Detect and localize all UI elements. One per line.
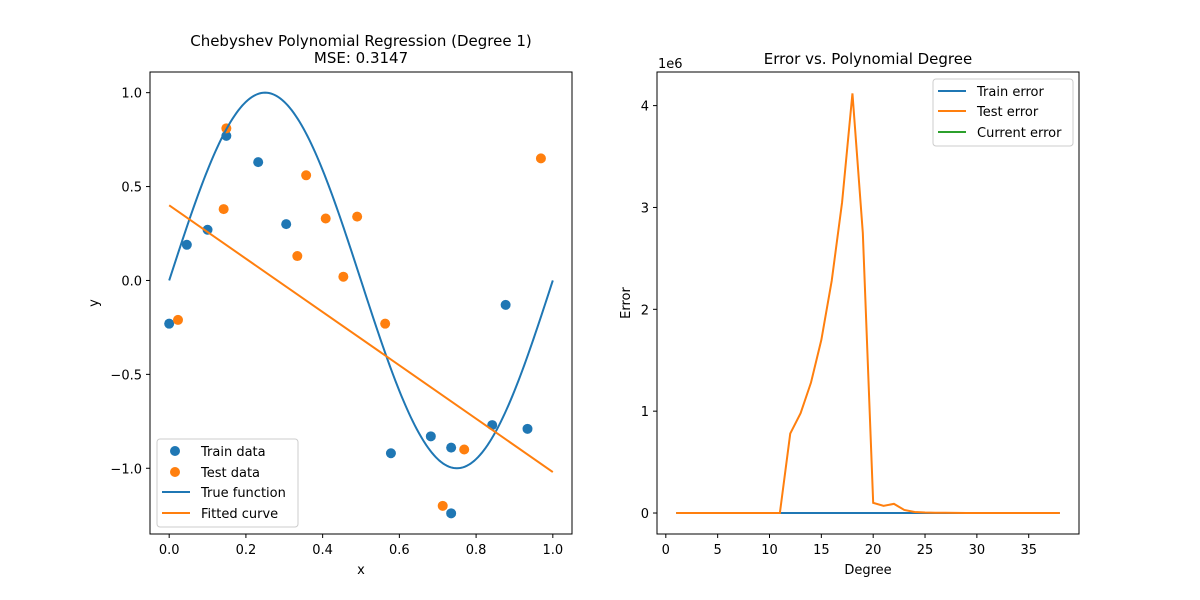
legend-test-data-marker (170, 467, 180, 477)
right-x-tick-label: 25 (917, 543, 934, 558)
regression-y-ticks: −1.0 −0.5 0.0 0.5 1.0 (110, 87, 150, 477)
error-y-axis-label: Error (619, 287, 634, 319)
error-legend-box (932, 78, 1074, 147)
right-x-tick-label: 35 (1020, 543, 1037, 558)
right-x-tick-label: 0 (662, 543, 670, 558)
train-data-point (253, 157, 264, 168)
right-y-tick-label: 2 (641, 303, 649, 318)
test-data-point (173, 314, 184, 325)
regression-axes-frame (149, 71, 573, 535)
error-chart-title: Error vs. Polynomial Degree (764, 50, 972, 68)
test-data-point (535, 153, 546, 164)
right-x-tick-label: 15 (813, 543, 830, 558)
error-y-multiplier: 1e6 (658, 57, 683, 72)
error-plot-area (676, 93, 1060, 515)
test-data-point (292, 251, 303, 262)
right-x-tick-label: 20 (865, 543, 882, 558)
left-x-tick-label: 0.2 (236, 543, 257, 558)
right-x-tick-label: 5 (714, 543, 722, 558)
right-x-tick-label: 30 (969, 543, 986, 558)
regression-plot-area (164, 91, 554, 519)
left-x-tick-label: 0.4 (312, 543, 333, 558)
train-data-point (425, 431, 436, 442)
left-y-tick-label: 0.0 (121, 274, 142, 289)
train-data-point (164, 318, 175, 329)
left-x-tick-label: 0.0 (159, 543, 180, 558)
test-data-point (459, 444, 470, 455)
train-data-point (385, 448, 396, 459)
train-data-point (446, 508, 457, 519)
test-error-line (676, 93, 1060, 515)
regression-x-ticks: 0.0 0.2 0.4 0.6 0.8 1.0 (159, 534, 563, 558)
right-y-tick-label: 1 (641, 405, 649, 420)
legend-train-error-label: Train error (976, 85, 1044, 100)
regression-chart-subtitle: MSE: 0.3147 (314, 49, 408, 67)
legend-train-data-marker (170, 446, 180, 456)
legend-current-error-label: Current error (977, 126, 1062, 141)
right-x-tick-label: 10 (761, 543, 778, 558)
train-data-point (281, 219, 292, 230)
train-data-point (446, 442, 457, 453)
test-data-point (301, 170, 312, 181)
left-x-tick-label: 0.6 (389, 543, 410, 558)
test-data-point (320, 213, 331, 224)
train-data-point (500, 299, 511, 310)
true-function-line (168, 91, 554, 470)
error-x-ticks: 0 5 10 15 20 25 30 35 (662, 534, 1037, 558)
left-x-tick-label: 1.0 (542, 543, 563, 558)
train-data-point (202, 224, 213, 235)
test-data-point (338, 271, 349, 282)
error-axes-frame (656, 71, 1080, 535)
regression-chart-title: Chebyshev Polynomial Regression (Degree … (190, 32, 532, 50)
legend-test-data-label: Test data (200, 466, 260, 481)
regression-chart: Chebyshev Polynomial Regression (Degree … (87, 32, 573, 578)
test-data-point (380, 318, 391, 329)
regression-legend-box (156, 438, 299, 528)
legend-train-data-label: Train data (200, 445, 266, 460)
fitted-curve-line (168, 204, 554, 473)
left-x-tick-label: 0.8 (466, 543, 487, 558)
regression-x-axis-label: x (357, 563, 365, 578)
error-x-axis-label: Degree (844, 563, 891, 578)
legend-test-error-label: Test error (976, 105, 1039, 120)
train-data-point (522, 423, 533, 434)
train-data-point (181, 239, 192, 250)
right-y-tick-label: 4 (641, 100, 649, 115)
left-y-tick-label: 1.0 (121, 87, 142, 102)
left-y-tick-label: 0.5 (121, 181, 142, 196)
error-chart: Error vs. Polynomial Degree 1e6 0 5 10 15 20… (619, 50, 1080, 578)
test-data-point (437, 500, 448, 511)
right-y-tick-label: 3 (641, 201, 649, 216)
regression-y-axis-label: y (87, 299, 102, 307)
error-legend: Train error Test error Current error (932, 78, 1074, 147)
error-y-ticks: 0 1 2 3 4 (641, 100, 657, 522)
left-y-tick-label: −0.5 (110, 368, 142, 383)
right-y-tick-label: 0 (641, 507, 649, 522)
test-data-point (352, 211, 363, 222)
test-data-point (218, 204, 229, 215)
regression-legend: Train data Test data True function Fitte… (156, 438, 299, 528)
left-y-tick-label: −1.0 (110, 462, 142, 477)
legend-fitted-curve-label: Fitted curve (201, 507, 278, 522)
legend-true-function-label: True function (200, 486, 286, 501)
